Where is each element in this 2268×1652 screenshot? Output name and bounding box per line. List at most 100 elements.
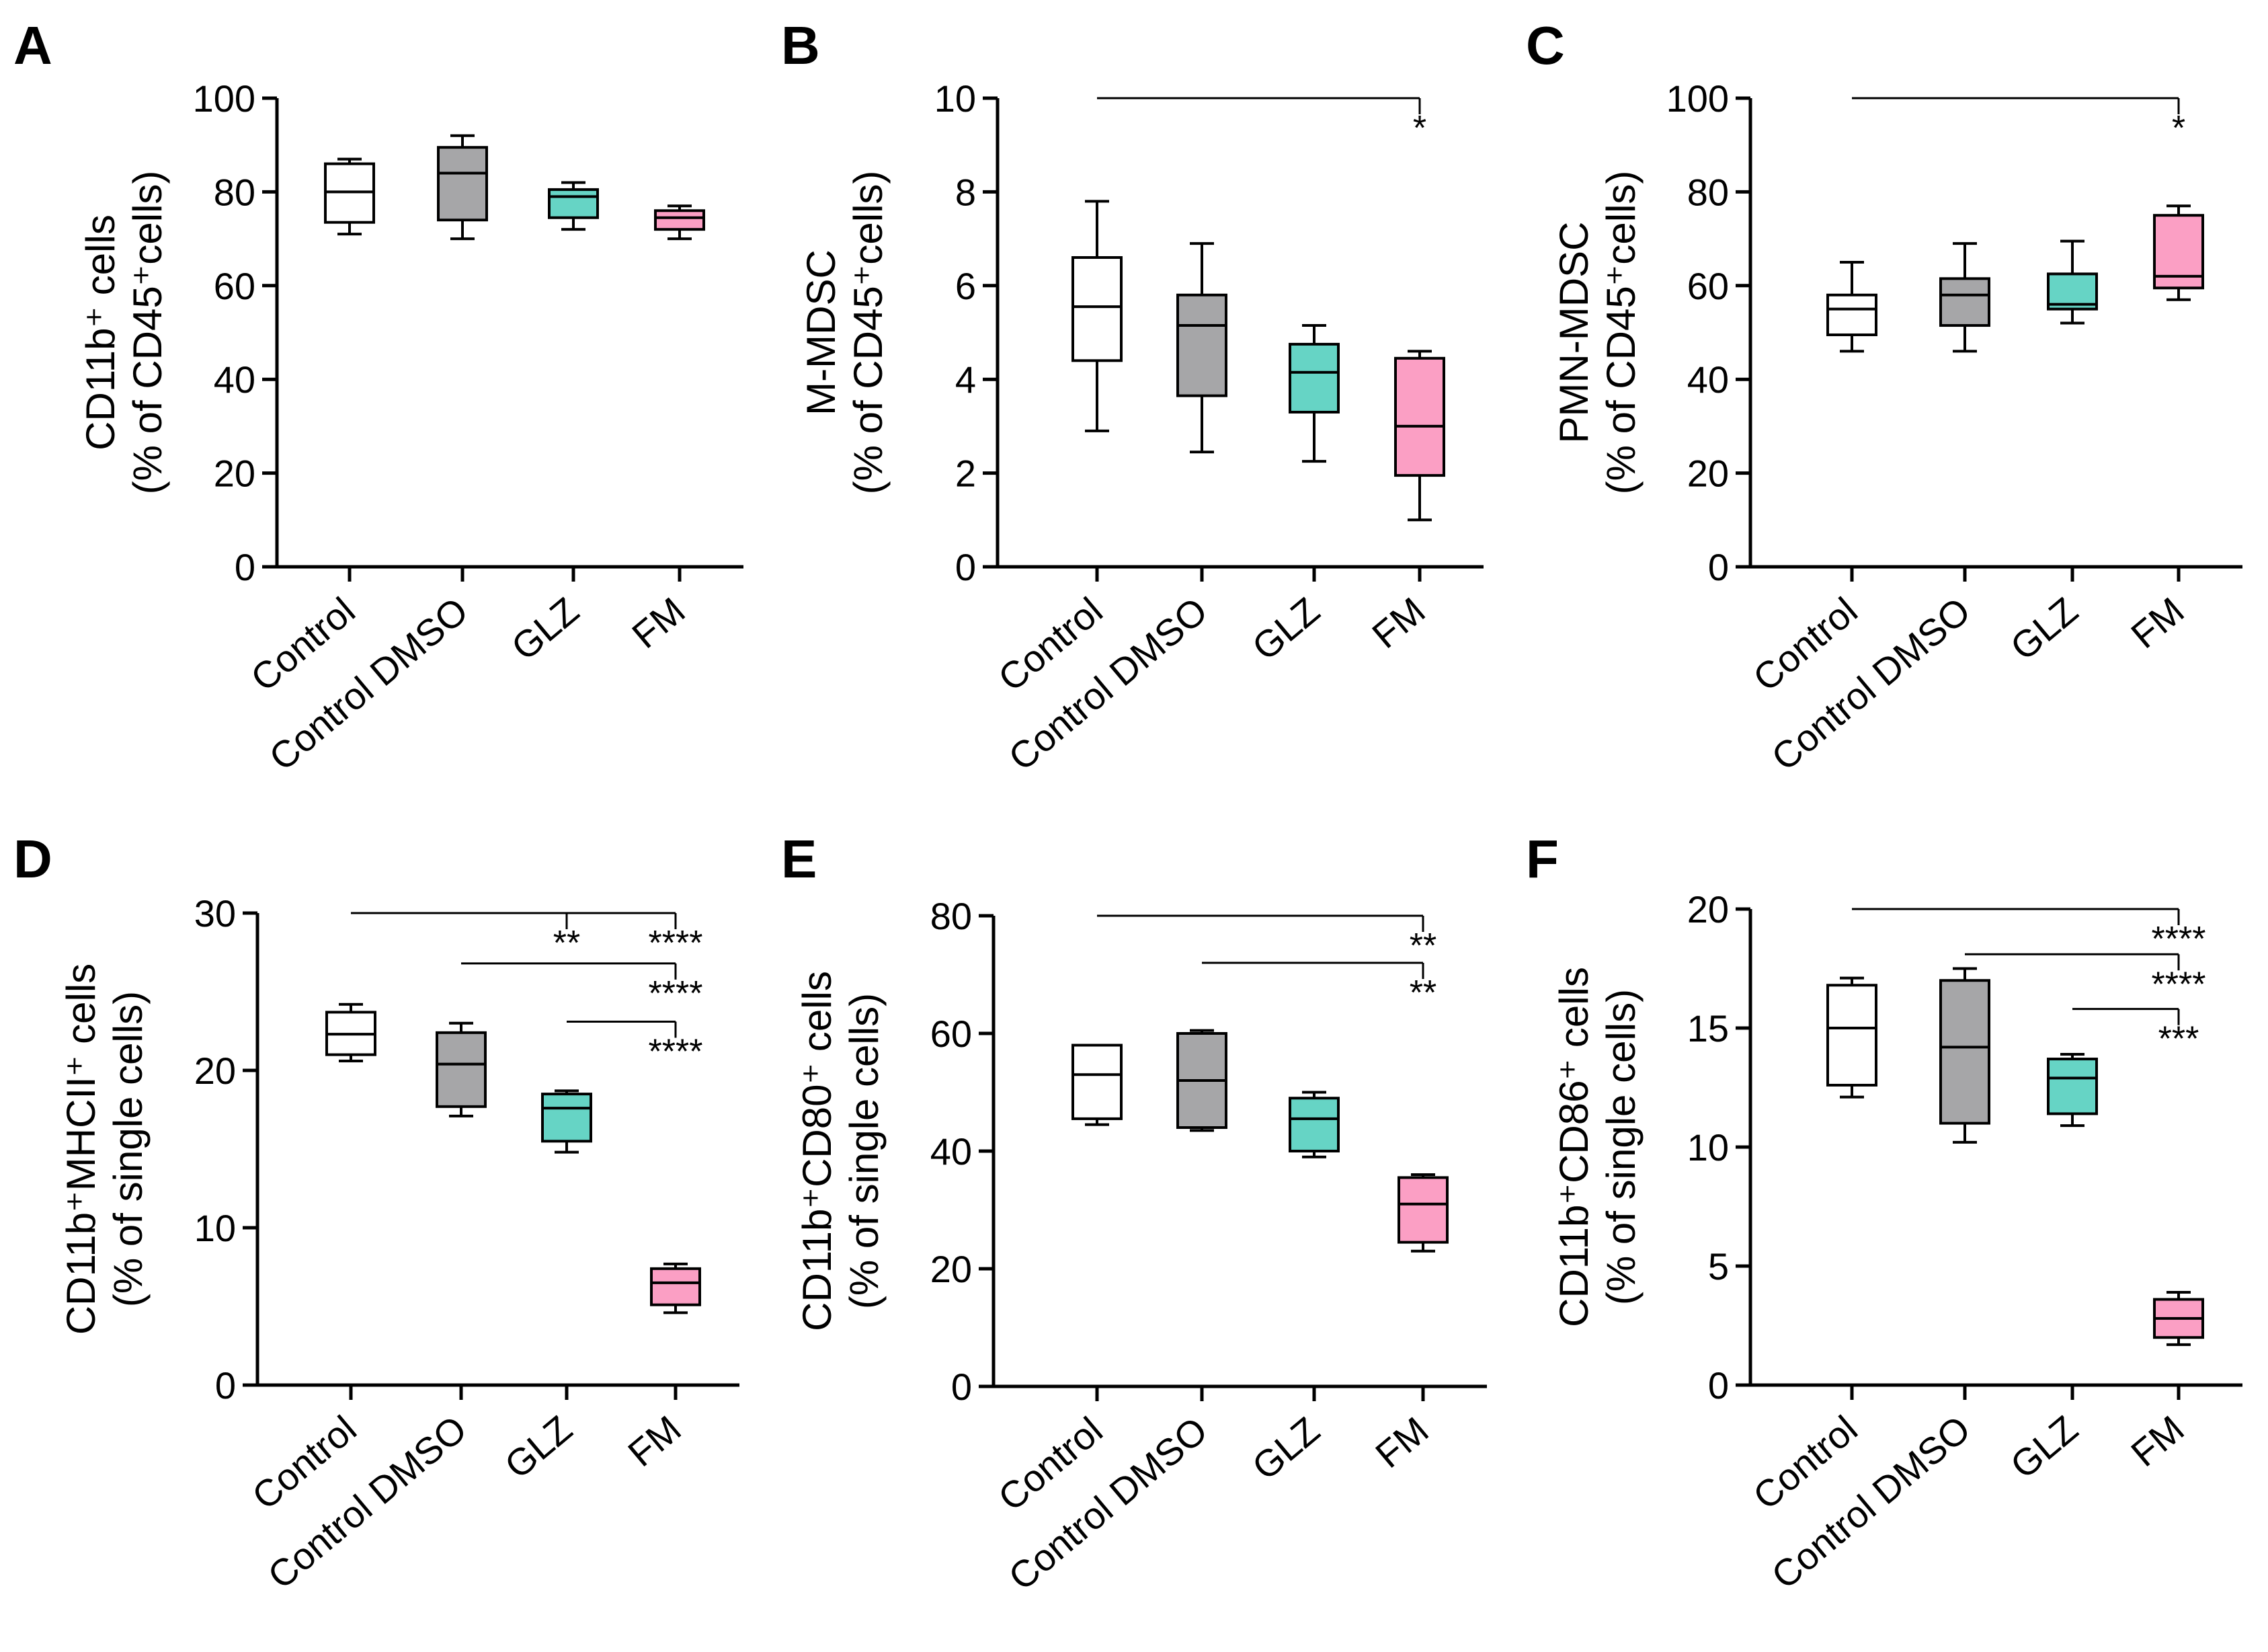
y-axis-label-line2: (% of single cells) [842,993,887,1309]
category-label: FM [2123,1407,2191,1474]
iqr-box [436,1031,487,1108]
y-tick-label: 20 [930,1248,972,1290]
box-fm: FM [620,1262,701,1474]
panel-letter: E [781,829,817,889]
category-label: Control DMSO [259,1407,474,1597]
y-tick-label: 10 [934,77,976,120]
significance-label: ** [553,924,580,963]
iqr-box [541,1093,592,1143]
panel-letter: C [1526,15,1565,75]
y-tick-label: 100 [193,77,255,120]
significance-bracket: **** [461,962,702,1013]
significance-bracket: ** [351,912,580,963]
y-tick-label: 80 [214,171,255,213]
category-label: GLZ [2002,589,2086,668]
y-tick-label: 80 [1687,171,1729,213]
significance-bracket: *** [2072,1008,2199,1059]
iqr-box [654,209,705,231]
significance-bracket: * [1097,97,1426,148]
y-tick-label: 60 [930,1013,972,1055]
y-axis-label-line2: (% of single cells) [106,991,151,1307]
y-tick-label: 6 [955,265,976,307]
box-control: Control [990,1044,1123,1519]
y-axis-label-line1: CD11b⁺ cells [78,214,123,450]
y-tick-label: 60 [214,265,255,307]
category-label: GLZ [2002,1407,2086,1487]
iqr-box [1939,277,1990,327]
y-tick-label: 30 [194,892,236,935]
panel-f: F 0 5 10 15 20 CD11b⁺CD86⁺ cells (% of single c… [1526,829,2242,1597]
box-control: Control [243,157,375,699]
box-control: Control [990,200,1123,699]
y-tick-label: 2 [955,453,976,495]
y-tick-label: 20 [1687,453,1729,495]
y-axis-label-line2: (% of CD45⁺cells) [125,171,170,495]
iqr-box [1939,979,1990,1125]
y-axis-label-line1: CD11b⁺CD80⁺ cells [795,971,840,1331]
iqr-box [1398,1176,1449,1244]
box-control: Control [244,1002,376,1518]
y-axis-label-line2: (% of single cells) [1598,989,1644,1305]
y-tick-label: 10 [1687,1126,1729,1169]
box-glz: GLZ [2002,239,2098,668]
iqr-box [548,188,599,219]
y-tick-label: 4 [955,358,976,401]
significance-label: *** [2158,1020,2199,1059]
category-label: FM [2123,589,2191,656]
box-glz: GLZ [1244,1091,1340,1488]
significance-label: **** [2152,920,2206,959]
y-axis-label-line1: PMN-MDSC [1551,222,1596,444]
y-tick-label: 0 [955,546,976,588]
box-glz: GLZ [1244,324,1340,668]
significance-bracket: **** [351,912,703,963]
y-axis-label-line1: CD11b⁺MHCII⁺ cells [58,963,104,1335]
box-glz: GLZ [503,181,599,668]
category-label: GLZ [497,1407,580,1487]
panel-d: D 0 10 20 30 CD11b⁺MHCII⁺ cells (% of single c… [13,829,739,1597]
y-axis-label-line2: (% of CD45⁺cells) [846,171,891,495]
panel-e: E 0 20 40 60 80 CD11b⁺CD80⁺ cells (% of single … [781,829,1487,1598]
significance-label: **** [2152,965,2206,1004]
significance-label: **** [649,1032,703,1071]
significance-label: **** [649,924,703,963]
iqr-box [1826,984,1877,1087]
category-label: Control DMSO [1763,1407,1978,1597]
iqr-box [1176,293,1227,397]
box-control: Control [1745,976,1877,1518]
y-tick-label: 8 [955,171,976,213]
box-fm: FM [2123,204,2204,656]
y-tick-label: 80 [930,895,972,937]
box-glz: GLZ [497,1089,592,1487]
category-label: GLZ [503,589,587,668]
y-tick-label: 20 [214,453,255,495]
category-label: GLZ [1244,1409,1328,1488]
iqr-box [2047,1058,2098,1115]
significance-label: ** [1410,974,1436,1013]
y-axis-label-line2: (% of CD45⁺cells) [1598,171,1644,495]
iqr-box [1289,1097,1340,1152]
category-label: FM [1364,589,1432,656]
significance-label: * [2172,109,2185,148]
panel-letter: B [781,15,820,75]
y-tick-label: 5 [1708,1245,1729,1288]
significance-bracket: ** [1202,961,1436,1013]
panel-letter: A [13,15,52,75]
y-tick-label: 20 [1687,888,1729,931]
iqr-box [1071,1044,1123,1120]
iqr-box [650,1267,701,1306]
significance-label: * [1413,109,1426,148]
y-tick-label: 40 [214,358,255,401]
y-axis-label-line1: M-MDSC [799,249,844,416]
panel-a: A 0 20 40 60 80 100 CD11b⁺ cells (% of CD45⁺cell… [13,15,743,779]
box-fm: FM [1364,350,1445,656]
y-tick-label: 40 [930,1130,972,1173]
y-tick-label: 20 [194,1050,236,1092]
category-label: GLZ [1244,589,1328,668]
box-control-dmso: Control DMSO [259,1021,487,1597]
category-label: FM [624,589,692,656]
category-label: Control DMSO [1763,589,1978,779]
y-tick-label: 100 [1666,77,1729,120]
y-tick-label: 0 [1708,546,1729,588]
